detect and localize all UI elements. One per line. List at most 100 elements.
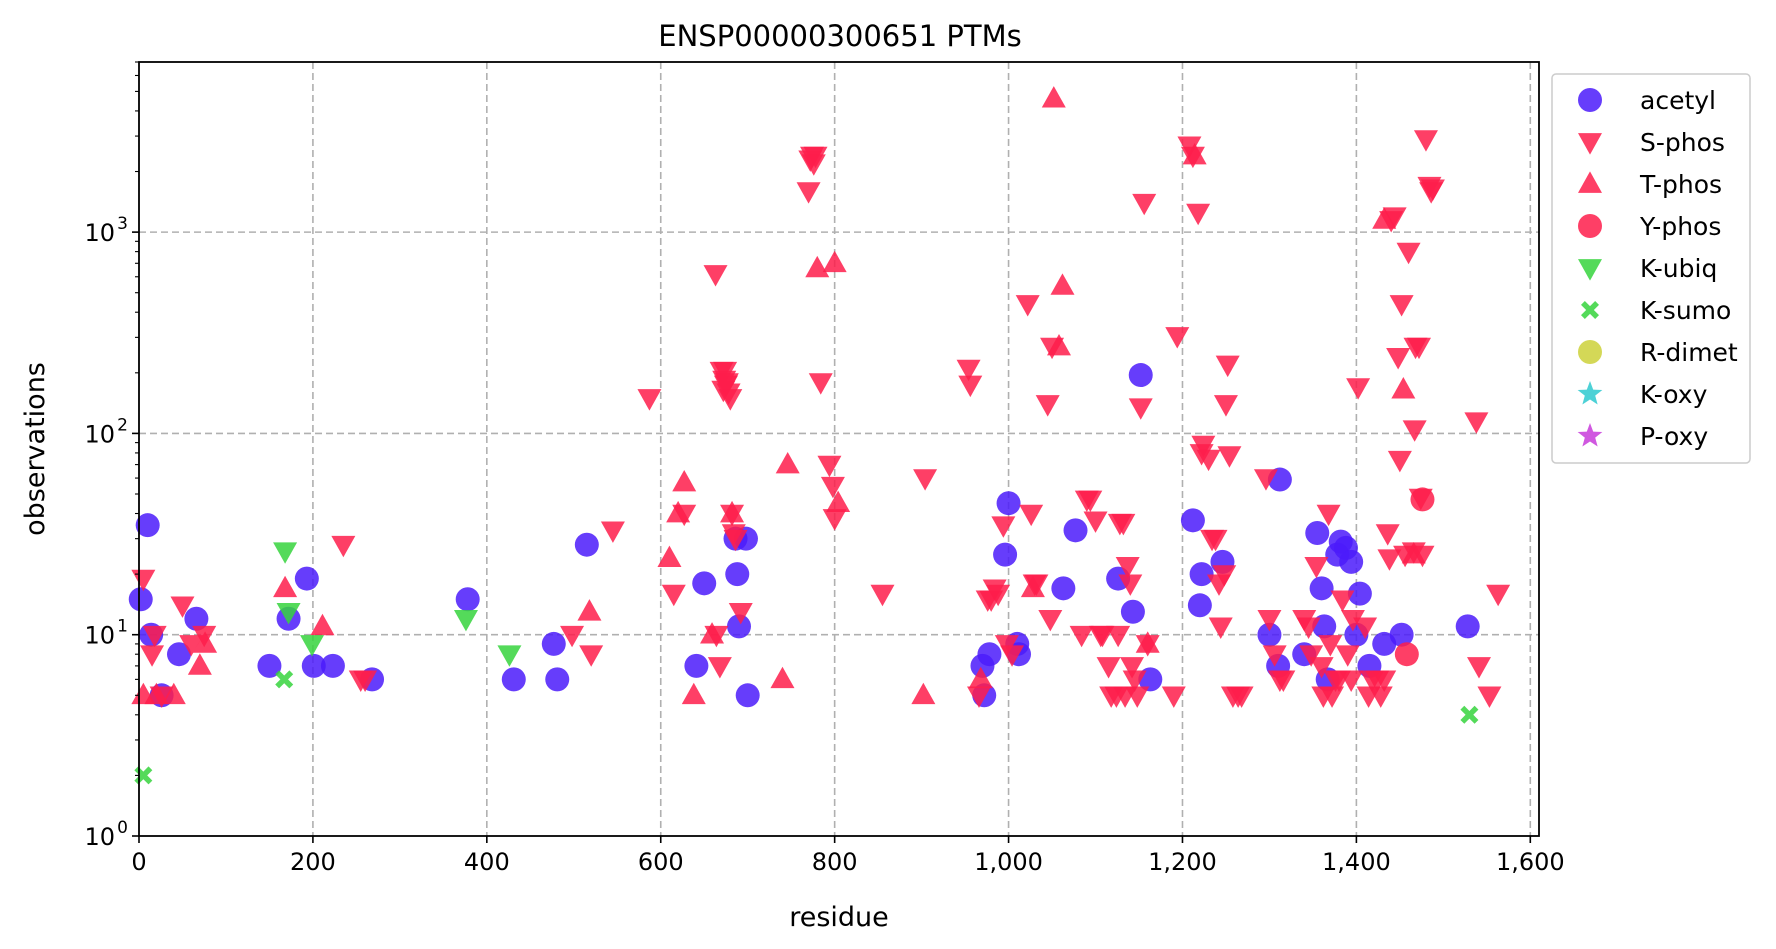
legend-marker-t-phos <box>1578 171 1602 193</box>
acetyl-point <box>501 667 526 692</box>
legend-label-k-oxy: K-oxy <box>1640 380 1708 409</box>
s-phos-point <box>718 389 743 411</box>
s-phos-point <box>1353 617 1378 639</box>
y-tick-exponent: 2 <box>117 415 128 435</box>
s-phos-point <box>956 359 981 382</box>
legend-marker-s-phos <box>1578 133 1602 155</box>
t-phos-point <box>822 250 847 273</box>
t-phos-point <box>805 255 830 278</box>
s-phos-point <box>170 596 195 618</box>
s-phos-point <box>353 670 378 692</box>
t-phos-point <box>1182 142 1207 165</box>
acetyl-point <box>1309 576 1334 601</box>
k-ubiq-point <box>453 609 478 632</box>
acetyl-point <box>727 614 751 639</box>
s-phos-point <box>1165 327 1190 349</box>
y-phos-point <box>1410 487 1435 512</box>
t-phos-point <box>144 682 169 705</box>
s-phos-point <box>1330 590 1355 612</box>
t-phos-point <box>770 666 795 689</box>
t-phos-point <box>720 500 745 523</box>
s-phos-point <box>131 569 156 592</box>
y-axis-label: observations <box>20 362 51 536</box>
legend: acetyl S-phos T-phos Y-phos K-ubiq K-sumo R-di… <box>1551 73 1751 464</box>
acetyl-point <box>1455 614 1480 639</box>
data-points <box>128 86 1511 785</box>
t-phos-point <box>657 545 682 567</box>
t-phos-point <box>193 631 218 653</box>
y-tick-label: 10 <box>84 622 115 650</box>
acetyl-point <box>545 667 570 692</box>
t-phos-point <box>1047 333 1071 356</box>
s-phos-point <box>1125 686 1150 708</box>
legend-label-acetyl: acetyl <box>1640 86 1716 115</box>
t-phos-point <box>187 653 212 675</box>
s-phos-point <box>728 602 753 625</box>
s-phos-point <box>637 389 662 411</box>
s-phos-point <box>1203 529 1228 552</box>
s-phos-point <box>1191 435 1216 458</box>
s-phos-point <box>1128 398 1153 420</box>
x-tick-label: 1,400 <box>1322 848 1391 876</box>
s-phos-point <box>1420 179 1445 201</box>
s-phos-point <box>1111 513 1136 536</box>
s-phos-point <box>1196 449 1221 472</box>
s-phos-point <box>1038 609 1063 632</box>
chart-title: ENSP00000300651 PTMs <box>658 19 1021 53</box>
y-tick-label: 10 <box>84 823 115 851</box>
s-phos-point <box>1015 295 1040 317</box>
legend-label-k-sumo: K-sumo <box>1640 296 1731 325</box>
t-phos-point <box>1372 207 1397 229</box>
k-ubiq-point <box>300 635 325 657</box>
s-phos-point <box>1296 617 1321 639</box>
k-ubiq-point <box>497 645 522 667</box>
s-phos-point <box>991 516 1016 538</box>
s-phos-point <box>796 182 821 204</box>
s-phos-point <box>1118 574 1143 596</box>
s-phos-point <box>1069 625 1094 648</box>
y-tick-label: 10 <box>84 420 115 448</box>
s-phos-point <box>1464 412 1489 434</box>
acetyl-point <box>1339 549 1364 574</box>
s-phos-point <box>142 625 167 648</box>
s-phos-point <box>1340 609 1365 632</box>
s-phos-point <box>1208 617 1233 639</box>
s-phos-point <box>1372 670 1397 692</box>
acetyl-point <box>128 587 153 612</box>
s-phos-point <box>1271 670 1296 692</box>
acetyl-point <box>1257 622 1282 647</box>
legend-label-r-dimet: R-dimet <box>1640 338 1738 367</box>
s-phos-point <box>817 455 842 478</box>
t-phos-point <box>1401 542 1426 564</box>
legend-box <box>1551 73 1751 464</box>
t-phos-point <box>775 451 800 474</box>
acetyl-point <box>1128 363 1153 388</box>
acetyl-point <box>1189 562 1214 587</box>
t-phos-point <box>577 599 602 621</box>
s-phos-point <box>913 469 938 491</box>
s-phos-point <box>1132 193 1157 216</box>
x-tick-label: 800 <box>812 848 858 876</box>
s-phos-point <box>1253 469 1278 491</box>
acetyl-point <box>1347 581 1372 606</box>
s-phos-point <box>331 535 356 558</box>
s-phos-point <box>1467 657 1491 679</box>
t-phos-point <box>1020 575 1045 598</box>
s-phos-point <box>1335 645 1360 667</box>
s-phos-point <box>1000 645 1025 667</box>
legend-label-y-phos: Y-phos <box>1639 212 1721 241</box>
acetyl-point <box>184 606 209 631</box>
k-ubiq-point <box>273 542 298 564</box>
s-phos-point <box>707 657 732 679</box>
acetyl-point <box>541 631 566 656</box>
s-phos-point <box>1120 657 1145 679</box>
s-phos-point <box>1083 511 1108 533</box>
grid <box>139 62 1539 836</box>
x-tick-label: 1,600 <box>1496 848 1565 876</box>
s-phos-point <box>1339 670 1364 692</box>
s-phos-point <box>1115 556 1140 579</box>
x-tick-label: 0 <box>131 848 146 876</box>
s-phos-point <box>803 146 828 169</box>
s-phos-point <box>1320 686 1345 708</box>
